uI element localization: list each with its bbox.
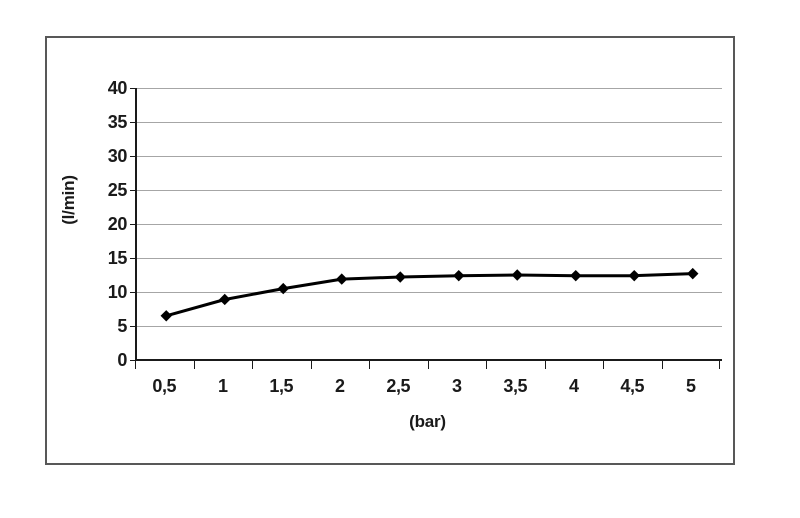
gridline <box>137 292 722 293</box>
plot-area <box>130 88 722 361</box>
data-series-line <box>160 267 699 322</box>
x-axis-tick-label: 2,5 <box>386 376 411 396</box>
y-axis-tick-mark <box>130 360 137 361</box>
x-axis-tick-mark <box>252 360 253 369</box>
x-axis-tick-mark <box>369 360 370 369</box>
data-point-marker <box>336 273 348 285</box>
x-axis-tick-label: 4 <box>568 376 579 396</box>
x-axis-tick-label: 5 <box>685 376 696 396</box>
x-axis-tick-label: 1 <box>217 376 228 396</box>
x-axis-tick-label: 2 <box>334 376 345 396</box>
data-point-marker <box>160 310 172 322</box>
x-axis-tick-label: 3,5 <box>503 376 528 396</box>
gridline <box>137 326 722 327</box>
x-axis-tick-label: 3 <box>451 376 462 396</box>
x-axis-tick-mark <box>193 360 195 369</box>
y-axis-tick-label: 10 <box>107 282 128 302</box>
chart-plot-wrapper: (l/min) 40 35 30 25 20 15 10 5 0 0,5 1 1,5 2 2,5 3 3,5… <box>47 38 737 467</box>
x-axis-tick-mark <box>661 360 663 369</box>
x-axis-title: (bar) <box>409 412 446 431</box>
y-axis-title: (l/min) <box>59 175 78 225</box>
y-axis-tick-label: 15 <box>107 248 128 268</box>
y-axis-tick-mark <box>130 156 137 157</box>
x-axis-tick-mark <box>544 360 546 369</box>
gridline <box>137 156 722 157</box>
y-axis-tick-label: 30 <box>107 146 128 166</box>
x-axis-tick-mark <box>486 360 487 369</box>
gridline <box>137 122 722 123</box>
x-axis-tick-mark <box>427 360 429 369</box>
x-axis-tick-label: 0,5 <box>152 376 177 396</box>
x-axis-tick-mark <box>719 360 720 369</box>
x-axis-tick-mark <box>310 360 312 369</box>
y-axis-tick-labels: 40 35 30 25 20 15 10 5 0 <box>83 79 128 369</box>
data-point-marker <box>394 271 406 283</box>
data-point-marker <box>628 269 640 282</box>
y-axis-tick-mark <box>130 326 137 327</box>
gridline <box>137 190 722 191</box>
x-axis-tick-mark <box>603 360 604 369</box>
data-point-marker <box>219 293 231 306</box>
gridline <box>137 258 722 259</box>
x-axis-tick-mark <box>135 360 136 369</box>
x-axis-baseline <box>137 359 722 361</box>
data-point-marker <box>687 267 699 280</box>
chart-frame: (l/min) 40 35 30 25 20 15 10 5 0 0,5 1 1,5 2 2,5 3 3,5… <box>45 36 735 465</box>
data-point-marker <box>511 269 523 281</box>
data-point-marker <box>277 282 289 295</box>
data-point-marker <box>570 269 582 282</box>
y-axis-tick-label: 20 <box>107 214 128 234</box>
y-axis-tick-label: 25 <box>107 180 128 200</box>
y-axis-tick-mark <box>130 292 137 293</box>
y-axis-tick-label: 35 <box>107 112 128 132</box>
gridline <box>137 88 722 89</box>
y-axis-tick-mark <box>130 88 137 89</box>
y-axis-tick-label: 5 <box>117 316 127 336</box>
x-axis-tick-labels: 0,5 1 1,5 2 2,5 3 3,5 4 4,5 5 <box>135 376 720 402</box>
y-axis-tick-mark <box>130 190 137 191</box>
y-axis-tick-label: 0 <box>117 350 127 370</box>
data-point-marker <box>453 269 465 282</box>
y-axis-tick-label: 40 <box>107 78 128 98</box>
series-markers <box>160 267 699 322</box>
y-axis-tick-mark <box>130 258 137 259</box>
x-axis-tick-label: 1,5 <box>269 376 294 396</box>
series-polyline <box>164 272 695 318</box>
y-axis-tick-mark <box>130 224 137 225</box>
y-axis-tick-mark <box>130 122 137 123</box>
x-axis-tick-label: 4,5 <box>620 376 645 396</box>
x-axis-tick-marks <box>135 360 720 369</box>
gridline <box>137 224 722 225</box>
